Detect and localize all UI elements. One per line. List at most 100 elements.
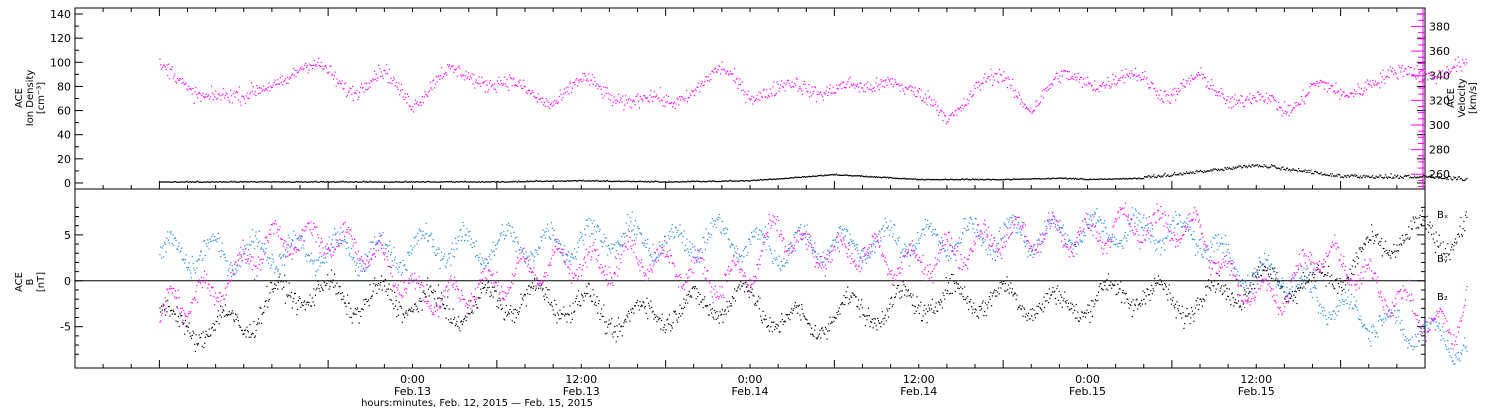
bx-point <box>744 291 746 293</box>
velocity-point <box>208 94 210 96</box>
bx-point <box>764 319 766 321</box>
density-point <box>345 181 347 183</box>
bx-point <box>1332 285 1334 287</box>
by-point <box>324 262 326 264</box>
density-point <box>576 180 578 182</box>
bx-point <box>496 306 498 308</box>
density-point <box>628 180 630 182</box>
velocity-point <box>1451 67 1453 70</box>
bx-point <box>547 289 549 291</box>
density-point <box>631 181 633 183</box>
velocity-point <box>852 84 854 86</box>
bx-point <box>1402 239 1404 241</box>
velocity-point <box>914 87 916 89</box>
velocity-point <box>1187 80 1189 82</box>
density-point <box>992 178 994 180</box>
density-point <box>830 174 832 176</box>
density-point <box>1079 178 1081 180</box>
velocity-point <box>678 104 680 106</box>
bx-point <box>1353 274 1355 276</box>
velocity-point <box>1009 84 1011 86</box>
bx-point <box>249 324 251 326</box>
density-point <box>316 181 318 183</box>
density-point <box>911 178 913 180</box>
bx-point <box>300 306 302 308</box>
bx-point <box>798 304 800 306</box>
density-point <box>773 178 775 180</box>
velocity-point <box>469 75 471 77</box>
density-point <box>1183 172 1185 174</box>
density-point <box>317 181 319 183</box>
bx-point <box>925 308 927 310</box>
density-point <box>1354 174 1356 176</box>
velocity-point <box>1335 82 1337 84</box>
density-point <box>582 179 584 181</box>
velocity-point <box>585 80 587 82</box>
bx-point <box>1094 299 1096 301</box>
bx-point <box>1128 307 1130 309</box>
velocity-point <box>964 105 966 107</box>
velocity-point <box>327 72 329 74</box>
bx-point <box>596 296 598 298</box>
by-point <box>354 270 356 272</box>
density-point <box>427 180 429 182</box>
velocity-point <box>501 82 503 85</box>
bx-point <box>738 284 740 286</box>
velocity-point <box>927 90 929 92</box>
bx-point <box>697 296 699 298</box>
bx-point <box>1109 284 1111 286</box>
by-point <box>320 262 322 264</box>
velocity-point <box>618 93 620 95</box>
bx-point <box>1086 309 1088 311</box>
velocity-point <box>509 74 511 76</box>
bx-point <box>489 295 491 298</box>
velocity-point <box>815 101 818 103</box>
velocity-point <box>1132 75 1134 77</box>
density-point <box>263 181 265 183</box>
velocity-point <box>833 92 835 94</box>
velocity-point <box>1269 95 1271 97</box>
density-point <box>921 178 923 180</box>
bx-point <box>277 281 279 283</box>
bx-point <box>227 315 229 317</box>
velocity-point <box>1303 101 1305 103</box>
bx-point <box>271 288 273 290</box>
velocity-point <box>1439 70 1441 72</box>
velocity-point <box>352 100 355 102</box>
velocity-point <box>1149 87 1151 89</box>
bx-point <box>323 280 325 282</box>
bx-point <box>377 282 380 284</box>
by-point <box>221 242 223 244</box>
density-point <box>1250 166 1252 168</box>
bx-point <box>1077 311 1079 313</box>
velocity-point <box>800 88 802 90</box>
by-point <box>200 251 202 253</box>
bx-point <box>1303 286 1305 288</box>
density-point <box>576 180 579 182</box>
bx-point <box>954 290 956 292</box>
bx-point <box>870 321 872 323</box>
velocity-point <box>616 99 618 101</box>
velocity-point <box>1096 88 1098 90</box>
density-point <box>415 181 417 183</box>
bx-point <box>1191 307 1193 309</box>
bx-point <box>1233 305 1235 307</box>
by-point <box>315 270 317 272</box>
density-point <box>425 181 427 183</box>
bx-point <box>177 321 179 323</box>
density-point <box>1463 180 1465 182</box>
bx-point <box>772 321 774 323</box>
bx-point <box>1161 284 1163 286</box>
bx-point <box>897 285 899 287</box>
bx-point <box>741 285 743 287</box>
velocity-point <box>1353 95 1355 97</box>
density-point <box>1334 175 1336 178</box>
velocity-point <box>1026 106 1028 108</box>
bx-point <box>307 304 310 306</box>
bx-point <box>1340 281 1342 283</box>
velocity-point <box>160 64 162 66</box>
density-point <box>677 181 679 183</box>
density-point <box>626 180 628 182</box>
bx-point <box>1391 252 1393 254</box>
velocity-point <box>715 71 717 73</box>
